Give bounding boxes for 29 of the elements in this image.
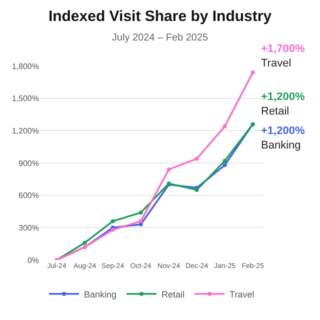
y-tick-label: 300% xyxy=(18,223,39,232)
y-tick-label: 600% xyxy=(18,191,39,200)
y-tick-label: 900% xyxy=(18,158,39,168)
point xyxy=(138,222,143,226)
y-tick-label: 1,200% xyxy=(12,126,39,136)
chart-subtitle: July 2024 – Feb 2025 xyxy=(112,32,209,44)
point xyxy=(138,210,143,215)
y-tick-label: 1,800% xyxy=(12,62,39,71)
point xyxy=(222,163,227,168)
annotation: +1,200% xyxy=(261,125,305,137)
point xyxy=(110,219,115,224)
text: Travel xyxy=(261,57,292,70)
text: Retail xyxy=(261,105,290,118)
point xyxy=(82,240,87,245)
y-tick-label: 0% xyxy=(27,256,39,265)
annotation: +1,700% xyxy=(261,43,305,55)
point xyxy=(222,124,227,128)
point xyxy=(222,158,227,163)
annotation: +1,200% xyxy=(261,91,305,103)
text: Banking xyxy=(261,139,301,152)
legend-label: Banking xyxy=(84,289,117,300)
chart-title: Indexed Visit Share by Industry xyxy=(48,8,272,25)
point xyxy=(250,70,255,74)
legend-label: Retail xyxy=(162,289,185,300)
point xyxy=(138,219,143,224)
point xyxy=(194,156,199,161)
y-tick-label: 1,500% xyxy=(12,94,39,104)
legend-label: Travel xyxy=(230,289,254,300)
point xyxy=(166,167,171,172)
